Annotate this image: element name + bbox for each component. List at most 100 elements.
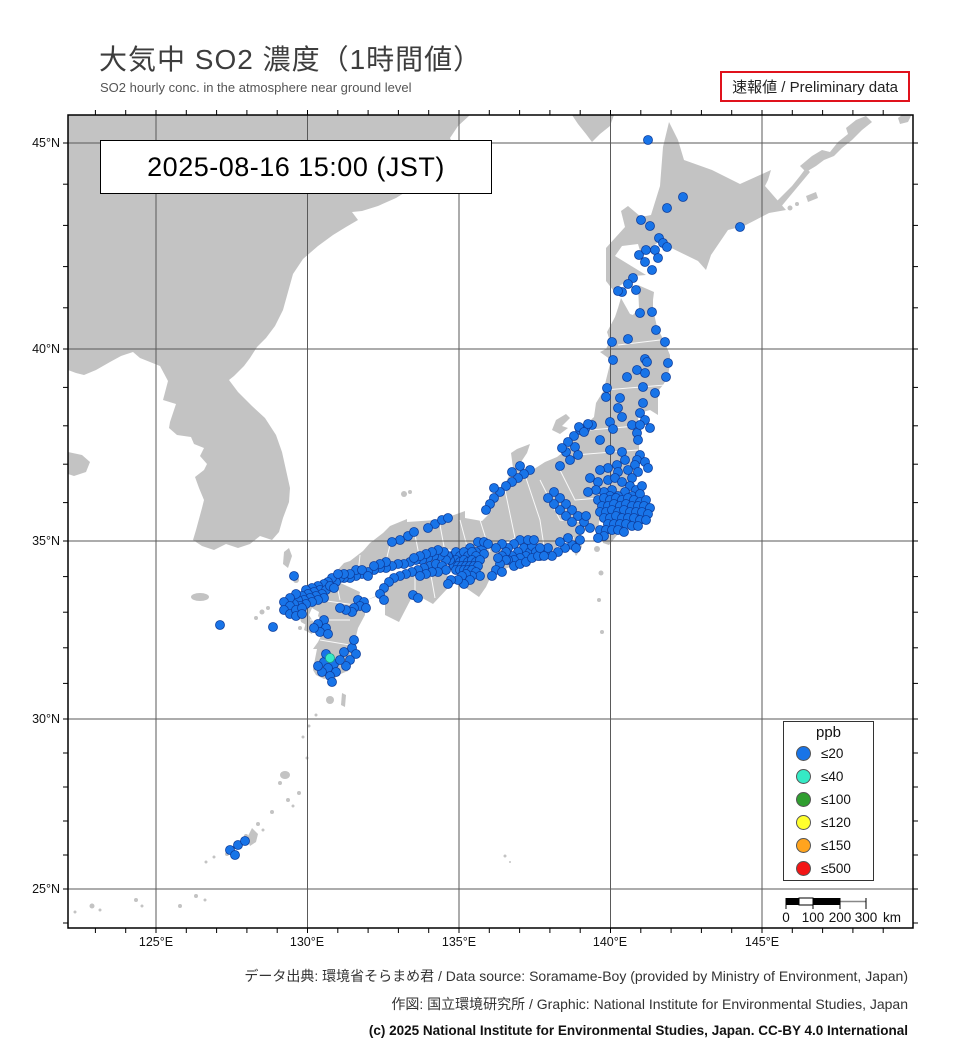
station-dot-blue <box>493 553 503 563</box>
station-dot-blue <box>575 535 585 545</box>
legend-color-dot <box>796 792 811 807</box>
station-dot-blue <box>335 603 345 613</box>
station-dot-blue <box>571 543 581 553</box>
lon-label: 140°E <box>593 935 627 949</box>
station-dot-blue <box>483 539 493 549</box>
lat-label: 30°N <box>32 712 60 726</box>
station-dot-blue <box>487 571 497 581</box>
station-dot-blue <box>563 437 573 447</box>
legend-color-dot <box>796 838 811 853</box>
station-dot-blue <box>363 571 373 581</box>
legend-item-label: ≤40 <box>821 769 844 784</box>
legend-item: ≤150 <box>784 834 873 857</box>
lon-label: 145°E <box>745 935 779 949</box>
station-dot-blue <box>240 836 250 846</box>
station-dot-blue <box>595 435 605 445</box>
station-dot-blue <box>634 250 644 260</box>
station-dot-blue <box>593 533 603 543</box>
station-dot-blue <box>441 565 451 575</box>
prefecture-borders <box>310 339 666 646</box>
station-dot-blue <box>579 427 589 437</box>
station-dot-blue <box>565 455 575 465</box>
station-dot-blue <box>230 850 240 860</box>
scale-bar-tick-label: 100 <box>802 910 825 925</box>
legend-item: ≤500 <box>784 857 873 880</box>
land-etorofu <box>800 116 872 172</box>
caption-data-source: データ出典: 環境省そらまめ君 / Data source: Soramame-… <box>244 968 908 984</box>
graticule <box>68 115 913 928</box>
station-dot-blue <box>341 661 351 671</box>
station-dot-blue <box>633 521 643 531</box>
legend-color-dot <box>796 815 811 830</box>
station-dot-blue <box>615 393 625 403</box>
lat-label: 40°N <box>32 342 60 356</box>
legend-color-dot <box>796 861 811 876</box>
lat-label: 35°N <box>32 534 60 548</box>
land-shikotan <box>806 192 818 202</box>
station-dot-blue <box>643 135 653 145</box>
legend-item-label: ≤20 <box>821 746 844 761</box>
station-dot-blue <box>623 465 633 475</box>
station-dot-blue <box>593 477 603 487</box>
station-dot-blue <box>607 337 617 347</box>
legend-item: ≤40 <box>784 765 873 788</box>
station-dot-blue <box>581 511 591 521</box>
station-dot-blue <box>602 383 612 393</box>
station-dot-blue <box>395 535 405 545</box>
station-dot-blue <box>613 403 623 413</box>
station-dot-blue <box>633 435 643 445</box>
station-dot-blue <box>645 423 655 433</box>
station-dot-blue <box>635 408 645 418</box>
land-kunashiri <box>772 168 810 212</box>
legend-item-label: ≤100 <box>821 792 851 807</box>
station-dot-blue <box>549 499 559 509</box>
station-dot-blue <box>215 620 225 630</box>
station-dot-blue <box>661 372 671 382</box>
station-dot-blue <box>637 481 647 491</box>
legend-item: ≤120 <box>784 811 873 834</box>
preliminary-data-badge: 速報値 / Preliminary data <box>720 71 910 102</box>
land-shikoku <box>367 562 451 622</box>
station-dot-blue <box>605 445 615 455</box>
station-dot-blue <box>557 443 567 453</box>
station-dot-blue <box>583 487 593 497</box>
station-dot-blue <box>563 533 573 543</box>
lat-label: 45°N <box>32 136 60 150</box>
station-dot-blue <box>333 569 343 579</box>
station-dot-blue <box>555 461 565 471</box>
station-dot-blue <box>641 515 651 525</box>
station-dot-blue <box>640 257 650 267</box>
station-dot-blue <box>309 623 319 633</box>
station-dot-blue <box>361 603 371 613</box>
station-dot-blue <box>529 535 539 545</box>
station-dot-blue <box>595 465 605 475</box>
station-dot-blue <box>633 467 643 477</box>
station-dot-blue <box>647 307 657 317</box>
station-dot-blue <box>619 527 629 537</box>
station-dot-blue <box>339 647 349 657</box>
station-dot-blue <box>327 677 337 687</box>
scale-bar-labels: 0 100 200 300 km <box>782 910 901 925</box>
land-jeju <box>191 593 209 601</box>
station-dot-blue <box>623 334 633 344</box>
caption-copyright: (c) 2025 National Institute for Environm… <box>368 1023 908 1038</box>
land-tsushima <box>283 548 292 568</box>
station-dot-blue <box>617 412 627 422</box>
station-dot-blue <box>329 583 339 593</box>
station-dot-blue <box>642 357 652 367</box>
land-kuril-tip <box>898 115 912 124</box>
legend-item-label: ≤120 <box>821 815 851 830</box>
station-dot-blue <box>323 629 333 639</box>
station-dot-blue <box>608 424 618 434</box>
station-dot-blue <box>650 388 660 398</box>
station-dot-blue <box>662 203 672 213</box>
lon-label: 125°E <box>139 935 173 949</box>
station-dot-blue <box>489 483 499 493</box>
station-dot-blue <box>443 513 453 523</box>
station-dot-blue <box>635 308 645 318</box>
page-subtitle: SO2 hourly conc. in the atmosphere near … <box>100 80 412 95</box>
station-dot-blue <box>623 279 633 289</box>
station-dot-blue <box>369 561 379 571</box>
station-dot-blue <box>549 487 559 497</box>
